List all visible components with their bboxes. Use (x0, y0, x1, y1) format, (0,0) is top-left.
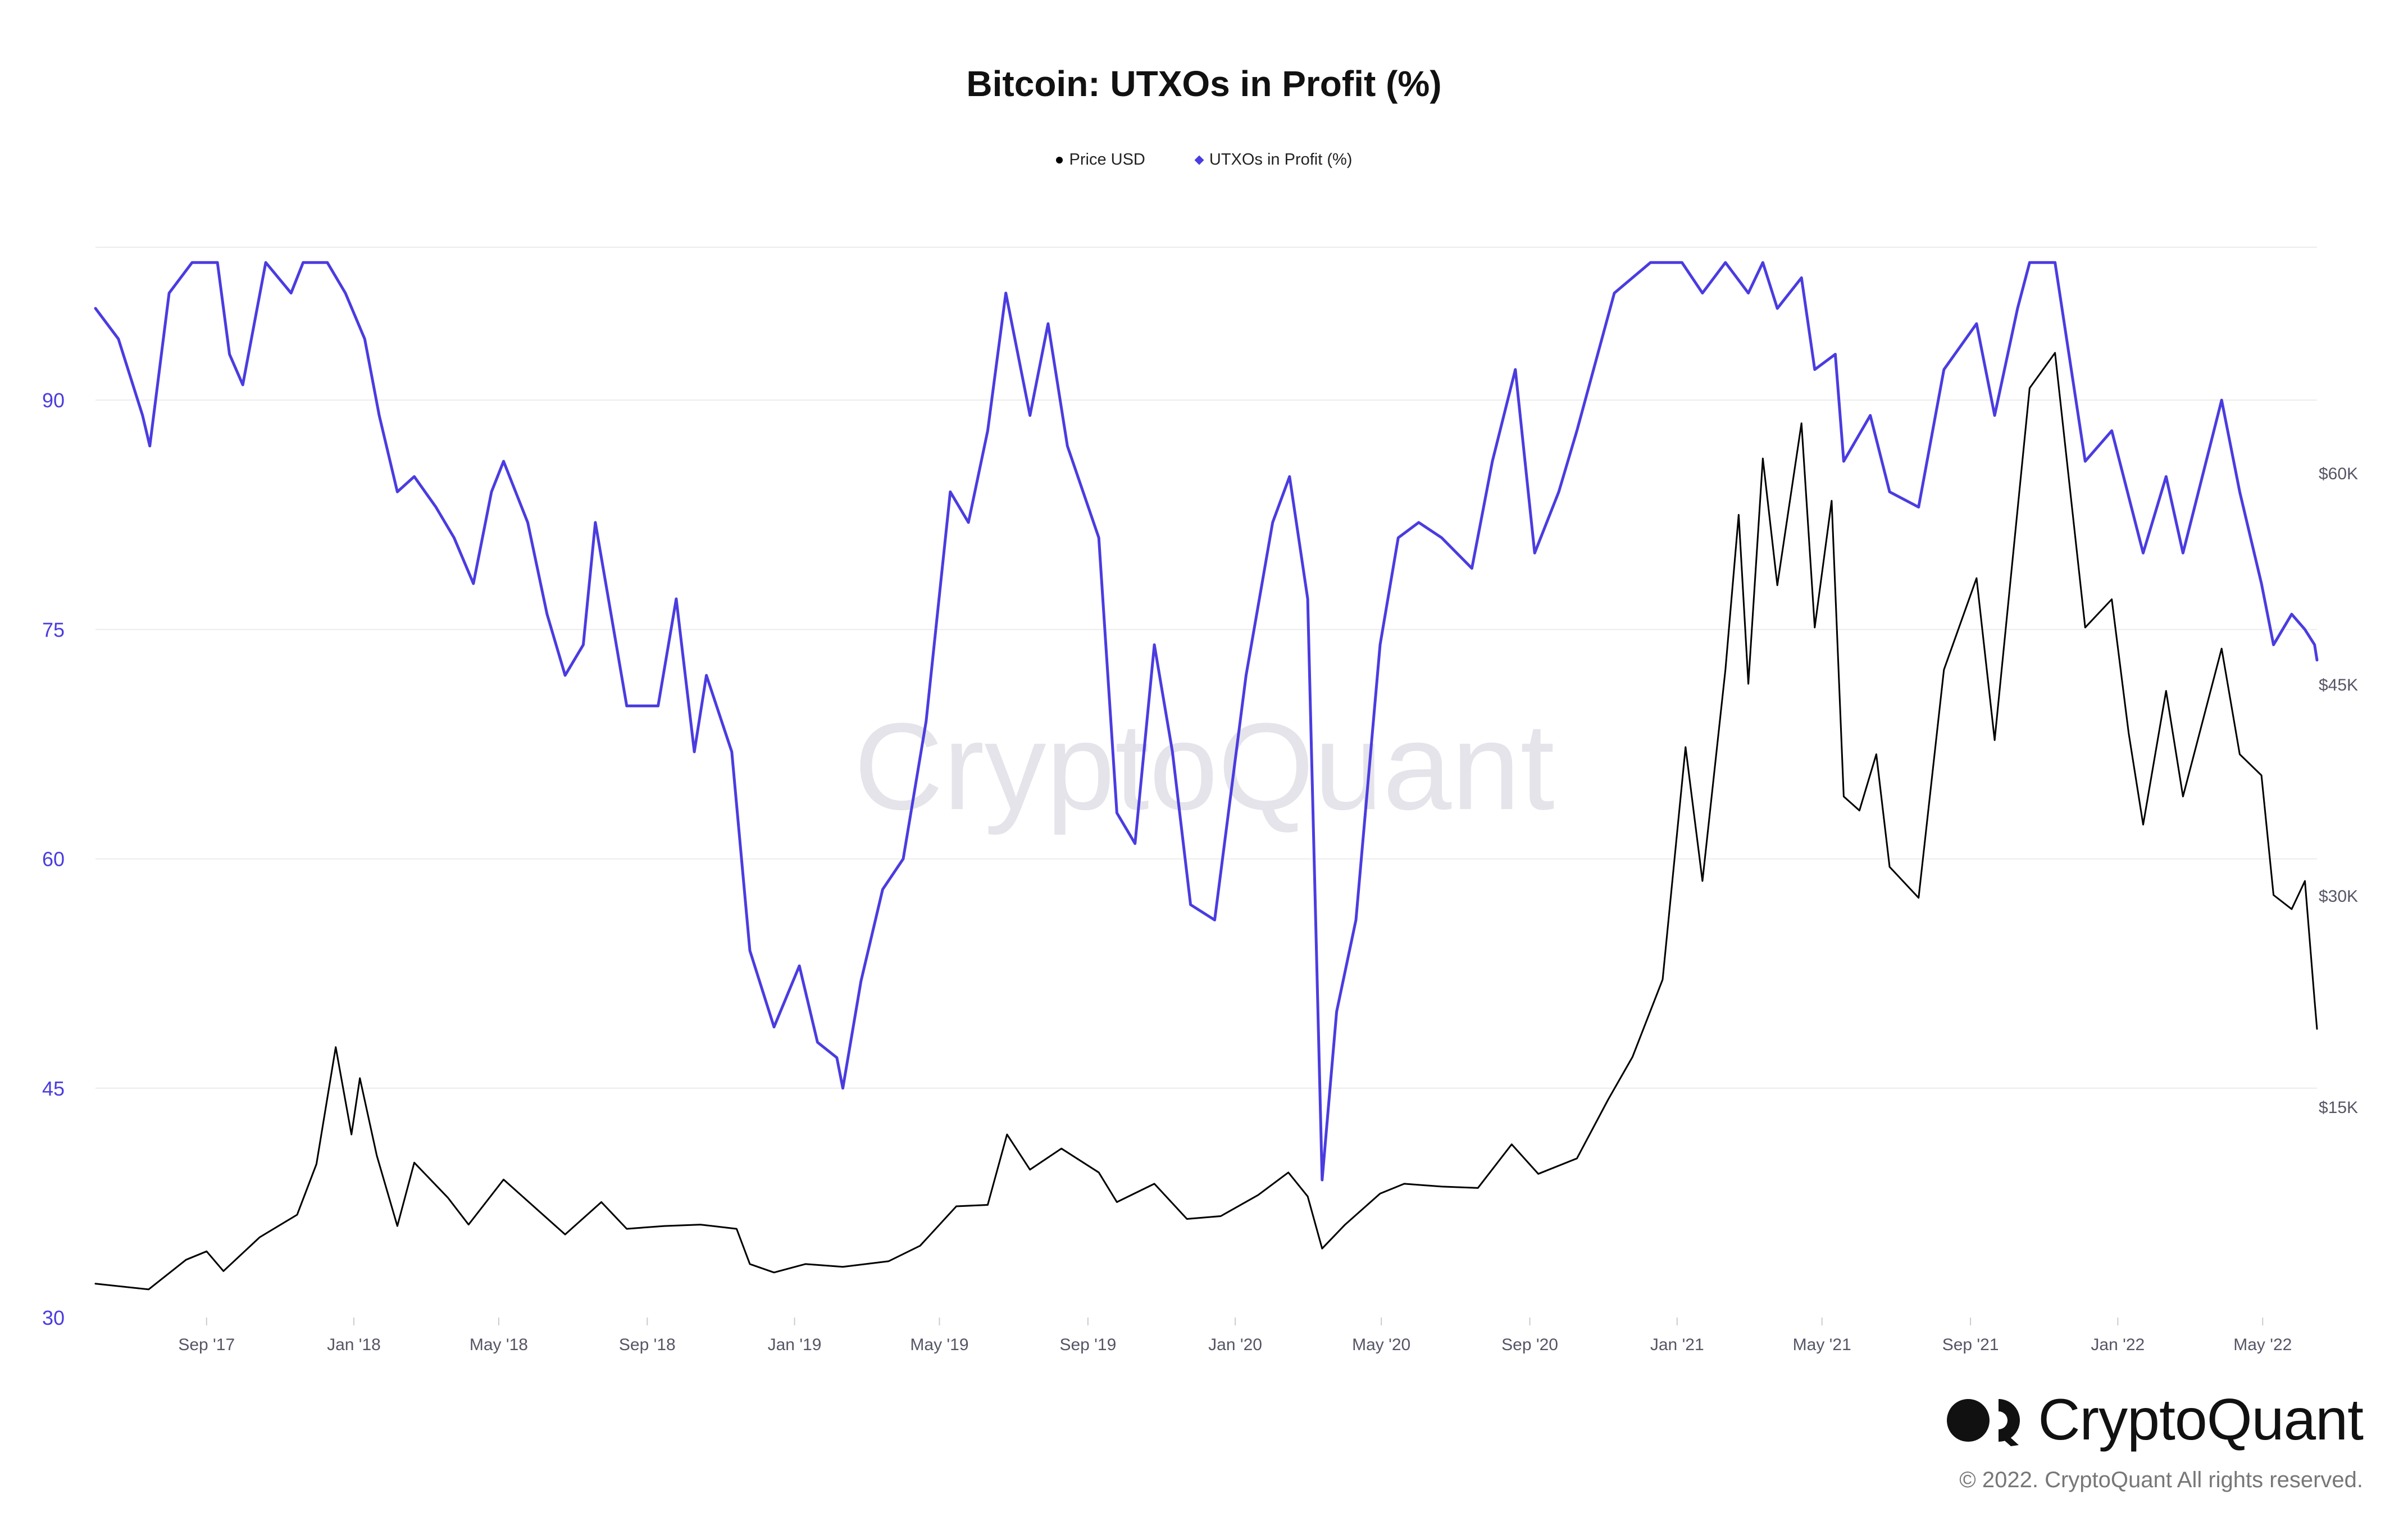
x-tick-label: May '19 (910, 1336, 968, 1354)
x-tick-label: May '18 (470, 1336, 528, 1354)
brand: CryptoQuant (1945, 1387, 2364, 1454)
y-axis-left: 30 45 60 75 90 (42, 389, 65, 1329)
copyright: © 2022. CryptoQuant All rights reserved. (1959, 1468, 2363, 1492)
y-axis-right: $15K $30K $45K $60K (2319, 465, 2358, 1117)
brand-name: CryptoQuant (2038, 1387, 2364, 1452)
x-tick-label: Sep '19 (1059, 1336, 1116, 1354)
x-tick-label: Sep '18 (619, 1336, 676, 1354)
x-tick-label: Jan '21 (1650, 1336, 1704, 1354)
watermark: CryptoQuant (854, 697, 1554, 835)
legend: Price USD UTXOs in Profit (%) (0, 151, 2408, 169)
x-tick-label: May '22 (2233, 1336, 2292, 1354)
y-left-tick-label: 60 (42, 848, 65, 871)
y-left-tick-label: 45 (42, 1077, 65, 1100)
chart-title: Bitcoin: UTXOs in Profit (%) (966, 63, 1442, 104)
x-tick-label: May '21 (1793, 1336, 1851, 1354)
legend-label-price: Price USD (1069, 151, 1145, 169)
y-left-tick-label: 75 (42, 618, 65, 641)
x-tick-label: Sep '21 (1942, 1336, 1999, 1354)
series-price-line (94, 352, 2318, 1291)
y-right-tick-label: $30K (2319, 887, 2358, 906)
legend-dot-icon (1055, 156, 1063, 163)
series-layer (94, 261, 2319, 1291)
x-tick-label: Jan '22 (2091, 1336, 2145, 1354)
grid (95, 247, 2317, 1089)
x-tick-label: May '20 (1352, 1336, 1410, 1354)
y-left-tick-label: 90 (42, 389, 65, 412)
y-right-tick-label: $60K (2319, 465, 2358, 483)
series-utxo-line (94, 261, 2319, 1182)
x-tick-label: Jan '18 (327, 1336, 381, 1354)
legend-item-price[interactable]: Price USD (1055, 151, 1145, 169)
x-tick-label: Jan '19 (768, 1336, 822, 1354)
cryptoquant-logo-icon (1947, 1398, 2020, 1446)
y-left-tick-label: 30 (42, 1306, 65, 1329)
x-tick-label: Sep '20 (1501, 1336, 1558, 1354)
y-right-tick-label: $45K (2319, 676, 2358, 694)
legend-item-utxo[interactable]: UTXOs in Profit (%) (1194, 151, 1353, 169)
y-right-tick-label: $15K (2319, 1098, 2358, 1117)
legend-label-utxo: UTXOs in Profit (%) (1209, 151, 1353, 169)
x-tick-label: Jan '20 (1208, 1336, 1262, 1354)
x-tick-label: Sep '17 (178, 1336, 235, 1354)
x-axis: Sep '17 Jan '18 May '18 Sep '18 Jan '19 May '… (178, 1318, 2292, 1354)
